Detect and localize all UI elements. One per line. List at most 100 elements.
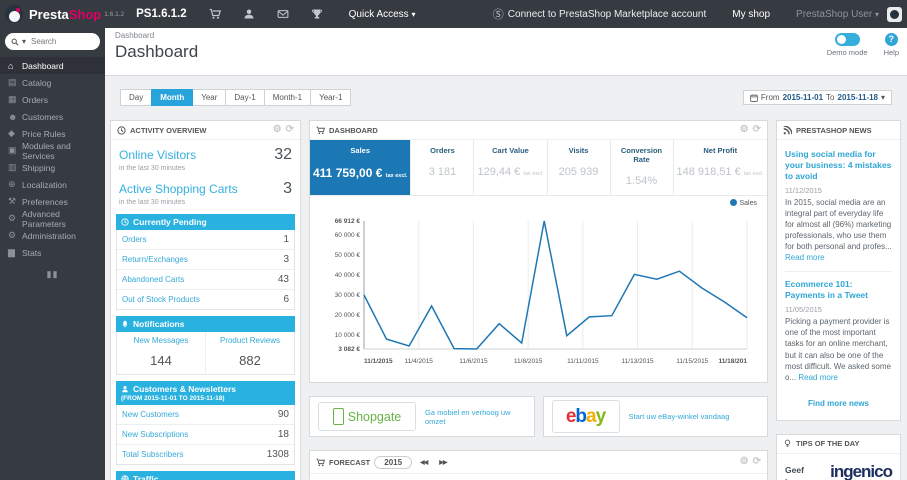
sidebar-item-label: Modules and Services — [22, 140, 71, 161]
search-scope-caret-icon[interactable]: ▾ — [22, 37, 27, 46]
next-year-button[interactable]: ▶▶ — [439, 459, 447, 466]
previous-year-button[interactable]: ◀◀ — [420, 459, 428, 466]
kpi-cart-value[interactable]: Cart Value 129,44 € tax excl. — [474, 140, 548, 195]
active-carts-link[interactable]: Active Shopping Carts — [119, 182, 238, 196]
sidebar-item-modules[interactable]: ▣ Modules and Services — [0, 140, 105, 161]
svg-text:11/8/2015: 11/8/2015 — [514, 358, 543, 365]
ebay-promo-link[interactable]: Start uw eBay-winkel vandaag — [628, 412, 730, 421]
kpi-sales[interactable]: Sales 411 759,00 € tax excl. — [310, 140, 412, 195]
new-subscriptions-row[interactable]: New Subscriptions 18 — [117, 425, 294, 445]
my-shop-link[interactable]: My shop — [732, 8, 771, 20]
pending-row-abandoned-carts[interactable]: Abandoned Carts 43 — [117, 270, 294, 290]
range-button-year[interactable]: Year — [192, 89, 227, 106]
shopgate-logo[interactable]: Shopgate — [318, 402, 416, 431]
svg-text:11/18/201: 11/18/201 — [718, 358, 747, 365]
article-title-link[interactable]: Using social media for your business: 4 … — [785, 149, 892, 182]
wrench-icon: ⚒ — [8, 196, 17, 206]
bell-icon — [122, 320, 128, 328]
read-more-link[interactable]: Read more — [785, 253, 825, 263]
sidebar-item-label: Customers — [22, 111, 64, 122]
column-middle: DASHBOARD ⚙ ⟳ Sales 411 759,00 € tax excl… — [309, 120, 768, 480]
tips-panel-title: TIPS OF THE DAY — [796, 439, 860, 449]
pending-row-orders[interactable]: Orders 1 — [117, 230, 294, 250]
range-button-month[interactable]: Month — [151, 89, 194, 106]
read-more-link[interactable]: Read more — [798, 372, 838, 382]
sidebar-item-orders[interactable]: ▦ Orders — [0, 91, 105, 108]
sidebar-item-advanced-parameters[interactable]: ⚙ Advanced Parameters — [0, 209, 105, 229]
range-button-year-1[interactable]: Year-1 — [310, 89, 352, 106]
shop-code-link[interactable]: PS1.6.1.2 — [136, 8, 187, 20]
new-customers-row[interactable]: New Customers 90 — [117, 405, 294, 425]
sidebar-item-price-rules[interactable]: ◆ Price Rules — [0, 125, 105, 142]
breadcrumb[interactable]: Dashboard — [115, 31, 155, 40]
kpi-net-profit[interactable]: Net Profit 148 918,51 € tax excl. — [676, 146, 764, 178]
total-subscribers-row[interactable]: Total Subscribers 1308 — [122, 449, 289, 460]
product-reviews-cell[interactable]: Product Reviews 882 — [219, 336, 281, 368]
prestashop-logo-icon[interactable] — [5, 5, 23, 23]
chart-legend[interactable]: Sales — [318, 199, 759, 207]
pending-row-out-of-stock[interactable]: Out of Stock Products 6 — [122, 294, 289, 305]
demo-mode-toggle[interactable] — [834, 33, 860, 46]
range-button-month-1[interactable]: Month-1 — [263, 89, 312, 106]
brand-name[interactable]: PrestaShop — [29, 7, 101, 22]
article-title-link[interactable]: Ecommerce 101: Payments in a Tweet — [785, 279, 868, 301]
online-visitors-link[interactable]: Online Visitors — [119, 148, 197, 162]
from-label: From — [760, 93, 780, 102]
avatar[interactable] — [887, 6, 902, 22]
sidebar-item-localization[interactable]: ⊕ Localization — [0, 176, 105, 193]
sidebar-item-label: Preferences — [22, 196, 68, 207]
gear-icon[interactable]: ⚙ — [272, 124, 282, 135]
rss-icon — [783, 125, 792, 134]
date-toolbar: Day Month Year Day-1 Month-1 Year-1 From… — [120, 89, 892, 106]
pending-row-returns[interactable]: Return/Exchanges 3 — [117, 250, 294, 270]
trophy-icon[interactable] — [311, 8, 323, 20]
cart-icon[interactable] — [209, 8, 221, 20]
quick-access-menu[interactable]: Quick Access ▾ — [349, 9, 416, 20]
shopgate-promo-link[interactable]: Ga mobiel en verhoog uw omzet — [425, 407, 511, 426]
sidebar-item-customers[interactable]: ☻ Customers — [0, 108, 105, 125]
refresh-icon[interactable]: ⟳ — [285, 124, 294, 135]
refresh-icon[interactable]: ⟳ — [752, 124, 761, 135]
traffic-section: Traffic (FROM 2015-11-01 TO 2015-11-18) … — [116, 471, 295, 480]
brand-shop: Shop — [68, 6, 102, 22]
customer-icon — [122, 385, 128, 393]
envelope-icon[interactable] — [277, 8, 289, 20]
price-tag-icon: ◆ — [8, 128, 15, 138]
range-button-day[interactable]: Day — [120, 89, 153, 106]
active-carts-sub: in the last 30 minutes — [119, 199, 186, 206]
forecast-year-badge[interactable]: 2015 — [374, 455, 413, 469]
ebay-logo[interactable]: ebay — [551, 400, 620, 433]
gear-icon[interactable]: ⚙ — [739, 124, 749, 135]
online-visitors-value: 32 — [274, 146, 292, 163]
sidebar-item-catalog[interactable]: ▤ Catalog — [0, 74, 105, 91]
forecast-legend-row: Traffic Conversion Average Cart Value Sa… — [310, 474, 767, 480]
find-more-news-link[interactable]: Find more news — [808, 398, 869, 408]
kpi-visits[interactable]: Visits 205 939 — [548, 140, 611, 195]
search-input[interactable] — [29, 36, 92, 47]
traffic-title: Traffic — [133, 474, 159, 480]
activity-panel-header: ACTIVITY OVERVIEW ⚙ ⟳ — [111, 121, 300, 140]
sidebar-item-label: Dashboard — [22, 60, 64, 71]
customers-date-range: (FROM 2015-11-01 TO 2015-11-18) — [121, 395, 225, 402]
sidebar-item-dashboard[interactable]: ⌂ Dashboard — [0, 57, 105, 74]
marketplace-link[interactable]: Ⓢ Connect to PrestaShop Marketplace accou… — [493, 6, 706, 22]
kpi-conversion-rate[interactable]: Conversion Rate 1.54% — [611, 140, 674, 195]
refresh-icon[interactable]: ⟳ — [752, 456, 761, 467]
ingenico-logo[interactable]: ingenico Payment services — [810, 462, 893, 480]
sidebar-item-stats[interactable]: ▆ Stats — [0, 244, 105, 261]
help-icon[interactable]: ? — [884, 33, 898, 46]
sidebar-collapse-button[interactable]: ▮▮ — [46, 269, 59, 279]
date-range-picker[interactable]: From 2015-11-01 To 2015-11-18 ▾ — [742, 90, 892, 105]
sidebar-item-shipping[interactable]: ▥ Shipping — [0, 159, 105, 176]
user-icon[interactable] — [243, 8, 255, 20]
svg-text:11/4/2015: 11/4/2015 — [404, 358, 433, 365]
dashboard-icon: ⌂ — [8, 60, 14, 71]
user-menu[interactable]: PrestaShop User ▾ — [796, 9, 879, 20]
kpi-orders[interactable]: Orders 3 181 — [411, 140, 475, 195]
gear-icon[interactable]: ⚙ — [739, 456, 749, 467]
range-button-day-1[interactable]: Day-1 — [225, 89, 265, 106]
sidebar-item-administration[interactable]: ⚙ Administration — [0, 227, 105, 244]
date-to-value: 2015-11-18 — [837, 93, 878, 102]
new-messages-cell[interactable]: New Messages 144 — [117, 332, 206, 374]
sidebar-item-preferences[interactable]: ⚒ Preferences — [0, 193, 105, 210]
